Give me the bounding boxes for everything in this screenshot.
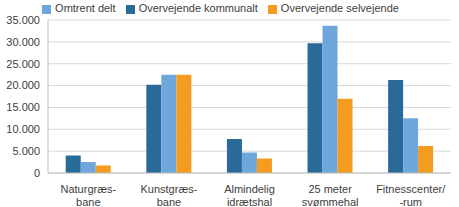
svg-text:Naturgræs-bane: Naturgræs-bane (60, 183, 116, 207)
svg-text:35.000: 35.000 (8, 14, 40, 26)
svg-text:Kunstgræs-bane: Kunstgræs-bane (140, 183, 197, 207)
svg-text:25.000: 25.000 (8, 58, 40, 70)
svg-text:Fitnesscenter/-rum: Fitnesscenter/-rum (376, 183, 446, 207)
html-text:Overvejende kommunalt: Overvejende kommunalt (138, 2, 258, 14)
svg-text:Almindeligidrætshal: Almindeligidrætshal (224, 183, 275, 207)
svg-text:25 metersvømmehal: 25 metersvømmehal (302, 183, 359, 207)
svg-text:30.000: 30.000 (8, 36, 40, 48)
svg-text:0: 0 (34, 167, 40, 179)
svg-text:10.000: 10.000 (8, 123, 40, 135)
svg-text:15.000: 15.000 (8, 101, 40, 113)
html-text:Omtrent delt: Omtrent delt (55, 2, 116, 14)
svg-text:5.000: 5.000 (12, 145, 40, 157)
svg-text:20.000: 20.000 (8, 79, 40, 91)
html-text:Overvejende selvejende: Overvejende selvejende (280, 2, 399, 14)
